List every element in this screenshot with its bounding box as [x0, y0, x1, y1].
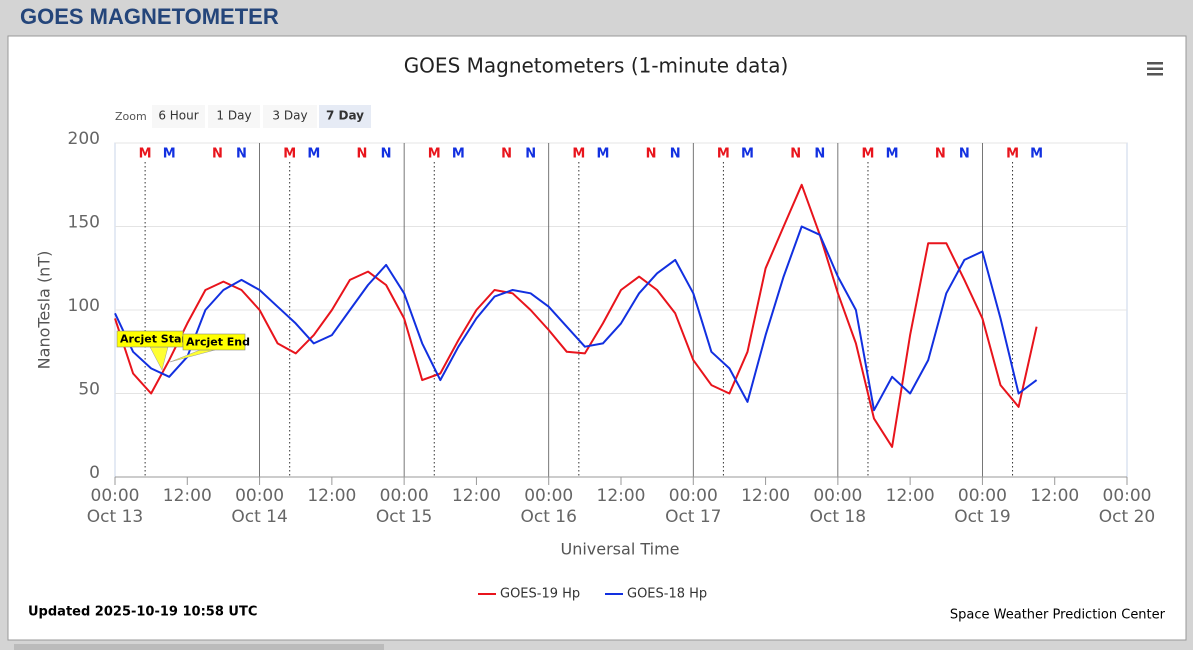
x-tick-date: Oct 20 [1099, 507, 1155, 527]
local-time-marker: M [572, 147, 585, 162]
local-time-marker: M [139, 147, 152, 162]
local-time-marker: M [862, 147, 875, 162]
x-tick-label: 12:00 [307, 486, 356, 506]
menu-icon[interactable] [1147, 62, 1163, 76]
local-time-marker: N [212, 147, 223, 162]
page-title: GOES MAGNETOMETER [20, 4, 279, 29]
menu-bar [1147, 62, 1163, 65]
x-tick-date: Oct 17 [665, 507, 721, 527]
local-time-marker: M [307, 147, 320, 162]
local-time-marker: M [428, 147, 441, 162]
legend-label: GOES-18 Hp [627, 587, 707, 602]
zoom-button[interactable] [319, 105, 371, 128]
local-time-marker: M [1006, 147, 1019, 162]
local-time-marker: M [741, 147, 754, 162]
local-time-marker: N [525, 147, 536, 162]
credit-text: Space Weather Prediction Center [950, 608, 1166, 623]
zoom-button-label: 3 Day [272, 109, 307, 123]
x-tick-label: 00:00 [524, 486, 573, 506]
x-tick-date: Oct 15 [376, 507, 432, 527]
menu-bar [1147, 67, 1163, 70]
x-tick-label: 12:00 [597, 486, 646, 506]
x-tick-date: Oct 16 [520, 507, 576, 527]
local-time-marker: M [452, 147, 465, 162]
zoom-button-label: 7 Day [326, 109, 364, 123]
y-axis-title: NanoTesla (nT) [35, 251, 54, 370]
local-time-marker: M [1030, 147, 1043, 162]
x-tick-date: Oct 14 [231, 507, 287, 527]
zoom-button[interactable] [152, 105, 205, 128]
x-tick-label: 12:00 [741, 486, 790, 506]
x-tick-label: 12:00 [886, 486, 935, 506]
scrollbar [14, 644, 384, 650]
legend-label: GOES-19 Hp [500, 587, 580, 602]
zoom-button-label: 6 Hour [158, 109, 198, 123]
zoom-button-label: 1 Day [216, 109, 251, 123]
annotation-label: Arcjet End [186, 336, 250, 349]
local-time-marker: N [646, 147, 657, 162]
x-tick-label: 12:00 [163, 486, 212, 506]
zoom-label: Zoom [115, 110, 147, 123]
local-time-marker: N [670, 147, 681, 162]
local-time-marker: M [596, 147, 609, 162]
x-tick-date: Oct 19 [954, 507, 1010, 527]
x-tick-date: Oct 13 [87, 507, 143, 527]
x-tick-date: Oct 18 [810, 507, 866, 527]
x-tick-label: 12:00 [452, 486, 501, 506]
local-time-marker: N [381, 147, 392, 162]
x-tick-label: 00:00 [669, 486, 718, 506]
annotation-box [182, 333, 246, 351]
x-tick-label: 00:00 [380, 486, 429, 506]
local-time-marker: M [717, 147, 730, 162]
x-tick-label: 00:00 [813, 486, 862, 506]
y-tick-label: 0 [89, 463, 100, 483]
y-tick-label: 100 [68, 296, 100, 316]
annotation-label: Arcjet Start [120, 333, 192, 346]
y-tick-label: 150 [68, 213, 100, 233]
local-time-marker: M [163, 147, 176, 162]
local-time-marker: N [790, 147, 801, 162]
series-line [114, 225, 1038, 412]
x-tick-label: 12:00 [1030, 486, 1079, 506]
local-time-marker: M [283, 147, 296, 162]
local-time-marker: N [935, 147, 946, 162]
zoom-button[interactable] [263, 105, 317, 128]
local-time-marker: N [959, 147, 970, 162]
local-time-marker: N [236, 147, 247, 162]
y-tick-label: 50 [78, 380, 100, 400]
x-tick-label: 00:00 [1103, 486, 1152, 506]
x-axis-title: Universal Time [560, 540, 679, 559]
x-tick-label: 00:00 [958, 486, 1007, 506]
local-time-marker: N [501, 147, 512, 162]
updated-text: Updated 2025-10-19 10:58 UTC [28, 605, 257, 620]
x-tick-label: 00:00 [235, 486, 284, 506]
zoom-button[interactable] [208, 105, 260, 128]
local-time-marker: N [357, 147, 368, 162]
chart-title: GOES Magnetometers (1-minute data) [404, 54, 789, 78]
local-time-marker: N [814, 147, 825, 162]
local-time-marker: M [886, 147, 899, 162]
x-tick-label: 00:00 [91, 486, 140, 506]
menu-bar [1147, 73, 1163, 76]
y-tick-label: 200 [68, 129, 100, 149]
series-line [114, 183, 1038, 448]
